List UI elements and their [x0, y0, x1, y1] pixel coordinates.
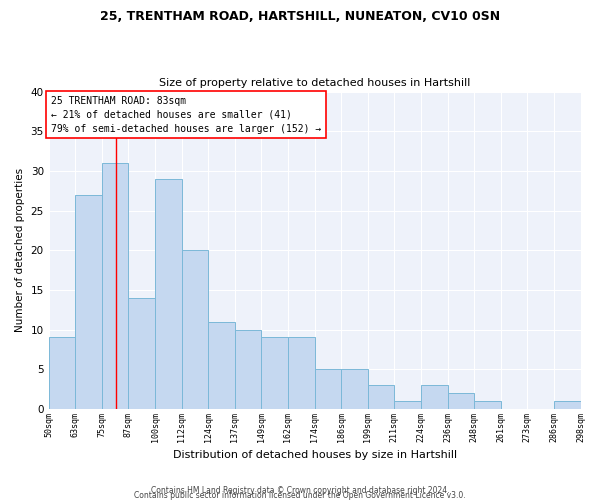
Bar: [554, 401, 581, 409]
X-axis label: Distribution of detached houses by size in Hartshill: Distribution of detached houses by size …: [173, 450, 457, 460]
Bar: [262, 338, 288, 409]
Text: 25 TRENTHAM ROAD: 83sqm
← 21% of detached houses are smaller (41)
79% of semi-de: 25 TRENTHAM ROAD: 83sqm ← 21% of detache…: [51, 96, 321, 134]
Bar: [208, 322, 235, 409]
Text: Contains HM Land Registry data © Crown copyright and database right 2024.: Contains HM Land Registry data © Crown c…: [151, 486, 449, 495]
Bar: [394, 401, 421, 409]
Bar: [474, 401, 501, 409]
Title: Size of property relative to detached houses in Hartshill: Size of property relative to detached ho…: [159, 78, 470, 88]
Text: 25, TRENTHAM ROAD, HARTSHILL, NUNEATON, CV10 0SN: 25, TRENTHAM ROAD, HARTSHILL, NUNEATON, …: [100, 10, 500, 23]
Bar: [368, 385, 394, 409]
Bar: [288, 338, 314, 409]
Bar: [155, 179, 182, 409]
Bar: [235, 330, 262, 409]
Bar: [128, 298, 155, 409]
Y-axis label: Number of detached properties: Number of detached properties: [15, 168, 25, 332]
Bar: [49, 338, 75, 409]
Bar: [448, 393, 474, 409]
Bar: [182, 250, 208, 409]
Bar: [314, 369, 341, 409]
Bar: [75, 194, 102, 409]
Text: Contains public sector information licensed under the Open Government Licence v3: Contains public sector information licen…: [134, 491, 466, 500]
Bar: [341, 369, 368, 409]
Bar: [421, 385, 448, 409]
Bar: [102, 163, 128, 409]
